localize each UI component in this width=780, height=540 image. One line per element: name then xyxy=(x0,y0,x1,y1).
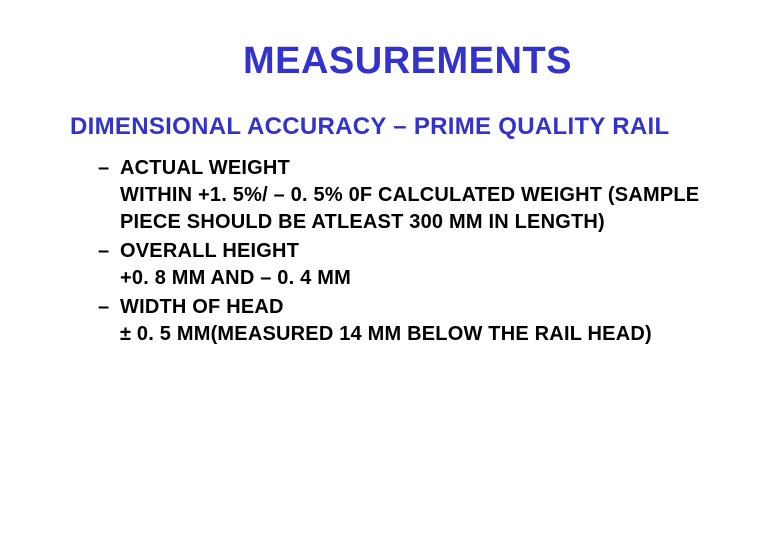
bullet-label: OVERALL HEIGHT xyxy=(120,238,299,265)
bullet-label: WIDTH OF HEAD xyxy=(120,294,284,321)
slide: MEASUREMENTS DIMENSIONAL ACCURACY – PRIM… xyxy=(0,0,780,540)
list-item: – OVERALL HEIGHT xyxy=(98,238,725,265)
list-item: – WIDTH OF HEAD xyxy=(98,294,725,321)
list-item: – ACTUAL WEIGHT xyxy=(98,155,725,182)
dash-icon: – xyxy=(98,238,120,265)
bullet-label: ACTUAL WEIGHT xyxy=(120,155,290,182)
dash-icon: – xyxy=(98,155,120,182)
slide-title: MEASUREMENTS xyxy=(90,40,725,83)
bullet-list: – ACTUAL WEIGHT WITHIN +1. 5%/ – 0. 5% 0… xyxy=(70,155,725,348)
bullet-detail: WITHIN +1. 5%/ – 0. 5% 0F CALCULATED WEI… xyxy=(98,182,725,236)
bullet-detail: +0. 8 MM AND – 0. 4 MM xyxy=(98,265,725,292)
dash-icon: – xyxy=(98,294,120,321)
bullet-detail: ± 0. 5 MM(MEASURED 14 MM BELOW THE RAIL … xyxy=(98,321,725,348)
slide-subtitle: DIMENSIONAL ACCURACY – PRIME QUALITY RAI… xyxy=(70,111,725,143)
